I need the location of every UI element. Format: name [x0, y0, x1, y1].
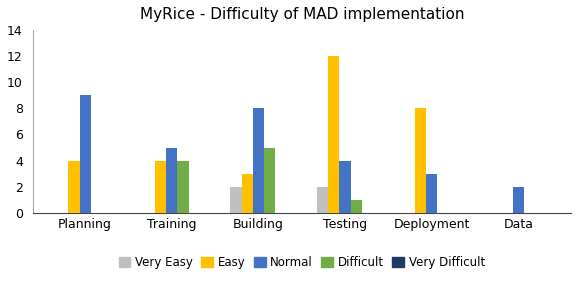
Bar — [328, 56, 339, 213]
Bar — [351, 200, 362, 213]
Bar — [513, 187, 524, 213]
Bar — [68, 161, 80, 213]
Bar — [415, 108, 426, 213]
Bar — [166, 147, 177, 213]
Bar — [426, 174, 438, 213]
Bar — [317, 187, 328, 213]
Bar — [155, 161, 166, 213]
Bar — [339, 161, 351, 213]
Legend: Very Easy, Easy, Normal, Difficult, Very Difficult: Very Easy, Easy, Normal, Difficult, Very… — [114, 252, 490, 274]
Bar — [242, 174, 253, 213]
Bar — [264, 147, 275, 213]
Bar — [177, 161, 189, 213]
Bar — [80, 95, 91, 213]
Bar — [230, 187, 242, 213]
Bar — [253, 108, 264, 213]
Title: MyRice - Difficulty of MAD implementation: MyRice - Difficulty of MAD implementatio… — [139, 7, 464, 22]
